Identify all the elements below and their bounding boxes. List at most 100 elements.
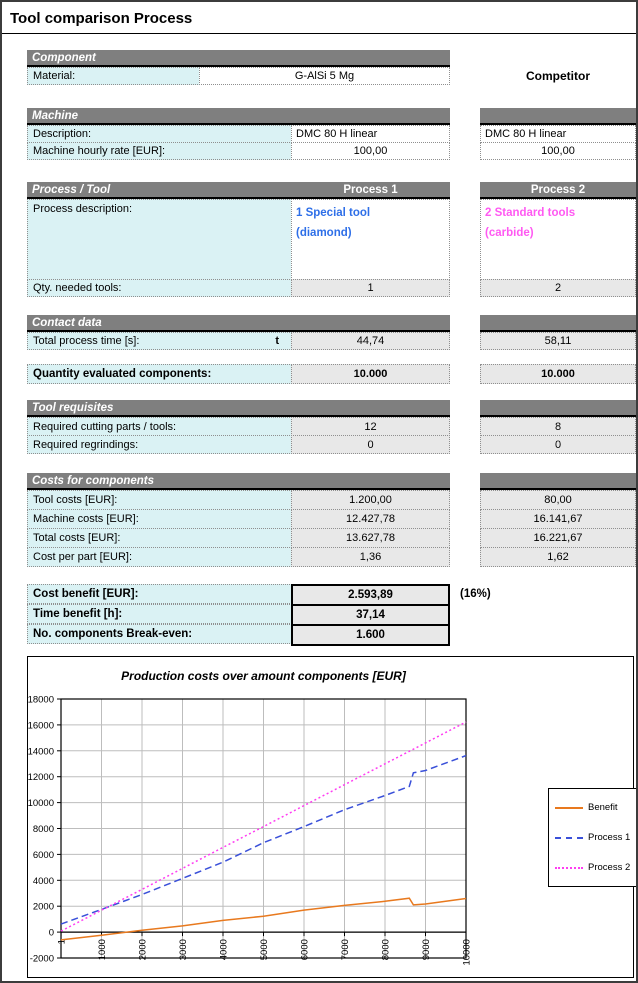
svg-text:4000: 4000 [33, 876, 54, 887]
machine-rate-label: Machine hourly rate [EUR]: [27, 142, 292, 160]
legend-item-process-1: Process 1 [555, 823, 636, 853]
svg-text:-2000: -2000 [30, 954, 54, 965]
section-header-contact-competitor [480, 315, 636, 332]
svg-text:6000: 6000 [300, 939, 311, 960]
cost-per-part-p2: 1,62 [480, 547, 636, 567]
svg-text:3000: 3000 [178, 939, 189, 960]
process2-description-line1: 2 Standard tools [485, 207, 576, 219]
required-regrindings-label: Required regrindings: [27, 435, 292, 454]
qty-needed-tools-label: Qty. needed tools: [27, 279, 292, 297]
cost-benefit-percentage: (16%) [460, 588, 491, 600]
chart-legend: Benefit Process 1 Process 2 [548, 788, 636, 887]
required-cutting-label: Required cutting parts / tools: [27, 417, 292, 436]
process2-header: Process 2 [480, 182, 636, 199]
svg-text:12000: 12000 [28, 772, 54, 783]
section-header-machine: Machine [27, 108, 450, 125]
total-process-time-p1: 44,74 [291, 332, 450, 350]
time-benefit-value: 37,14 [293, 604, 448, 624]
legend-label: Process 2 [588, 862, 631, 873]
svg-text:10000: 10000 [28, 798, 54, 809]
quantity-evaluated-p2: 10.000 [480, 364, 636, 384]
machine-description-p1-cell[interactable]: DMC 80 H linear [291, 125, 450, 143]
total-process-time-label: Total process time [s]: t [27, 332, 292, 350]
break-even-label: No. components Break-even: [27, 624, 292, 644]
svg-text:9000: 9000 [421, 939, 432, 960]
machine-rate-p2-cell[interactable]: 100,00 [480, 142, 636, 160]
process2-description-line2: (carbide) [485, 227, 534, 239]
chart-title: Production costs over amount components … [121, 669, 406, 683]
svg-text:16000: 16000 [28, 720, 54, 731]
total-costs-p1: 13.627,78 [291, 528, 450, 548]
svg-text:4000: 4000 [219, 939, 230, 960]
svg-text:2000: 2000 [33, 902, 54, 913]
production-costs-chart: -2000 0 2000 4000 6000 8000 10000 12000 14000 160… [27, 656, 636, 978]
svg-text:8000: 8000 [33, 824, 54, 835]
legend-item-process-2: Process 2 [555, 853, 636, 883]
total-costs-p2: 16.221,67 [480, 528, 636, 548]
machine-costs-label: Machine costs [EUR]: [27, 509, 292, 529]
chart-plot-area: -200002000400060008000100001200014000160… [28, 695, 473, 966]
svg-text:1000: 1000 [97, 939, 108, 960]
cost-per-part-label: Cost per part [EUR]: [27, 547, 292, 567]
process1-header: Process 1 [291, 182, 450, 199]
svg-text:5000: 5000 [259, 939, 270, 960]
qty-needed-tools-p2: 2 [480, 279, 636, 297]
svg-text:2000: 2000 [138, 939, 149, 960]
title-rule [2, 33, 636, 34]
total-process-time-text: Total process time [s]: [33, 335, 140, 347]
section-header-costs: Costs for components [27, 473, 450, 490]
quantity-evaluated-p1: 10.000 [291, 364, 450, 384]
cost-benefit-label: Cost benefit [EUR]: [27, 584, 292, 604]
legend-line-sample [555, 866, 583, 869]
machine-description-label: Description: [27, 125, 292, 143]
total-costs-label: Total costs [EUR]: [27, 528, 292, 548]
section-header-contact-data: Contact data [27, 315, 450, 332]
required-regrindings-p2: 0 [480, 435, 636, 454]
material-label: Material: [27, 67, 200, 85]
tool-costs-label: Tool costs [EUR]: [27, 490, 292, 510]
svg-text:0: 0 [49, 928, 54, 939]
section-header-costs-competitor [480, 473, 636, 490]
section-header-machine-competitor [480, 108, 636, 125]
machine-rate-p1-cell[interactable]: 100,00 [291, 142, 450, 160]
section-header-component: Component [27, 50, 450, 67]
process-description-label: Process description: [27, 199, 292, 280]
svg-text:18000: 18000 [28, 695, 54, 706]
section-header-tool-requisites: Tool requisites [27, 400, 450, 417]
cost-per-part-p1: 1,36 [291, 547, 450, 567]
process1-description-line2: (diamond) [296, 227, 352, 239]
time-benefit-label: Time benefit [h]: [27, 604, 292, 624]
machine-costs-p2: 16.141,67 [480, 509, 636, 529]
break-even-value: 1.600 [293, 624, 448, 644]
svg-text:1: 1 [57, 939, 68, 944]
required-cutting-p2: 8 [480, 417, 636, 436]
section-header-process-tool: Process / Tool [27, 182, 291, 199]
process1-description-line1: 1 Special tool [296, 207, 371, 219]
legend-label: Process 1 [588, 832, 631, 843]
qty-needed-tools-p1: 1 [291, 279, 450, 297]
legend-label: Benefit [588, 802, 618, 813]
competitor-heading: Competitor [526, 69, 590, 83]
svg-text:14000: 14000 [28, 746, 54, 757]
svg-text:10000: 10000 [462, 939, 473, 965]
legend-line-sample [555, 806, 583, 809]
quantity-evaluated-label: Quantity evaluated components: [27, 364, 292, 384]
legend-line-sample [555, 836, 583, 839]
tool-costs-p1: 1.200,00 [291, 490, 450, 510]
svg-text:8000: 8000 [381, 939, 392, 960]
machine-description-p2-cell[interactable]: DMC 80 H linear [480, 125, 636, 143]
legend-item-benefit: Benefit [555, 793, 636, 823]
total-process-time-p2: 58,11 [480, 332, 636, 350]
machine-costs-p1: 12.427,78 [291, 509, 450, 529]
section-header-requisites-competitor [480, 400, 636, 417]
process-description-p1-cell[interactable]: 1 Special tool (diamond) [291, 199, 450, 280]
cost-benefit-value: 2.593,89 [293, 586, 448, 604]
summary-value-box: 2.593,89 37,14 1.600 [291, 584, 450, 646]
svg-text:7000: 7000 [340, 939, 351, 960]
required-cutting-p1: 12 [291, 417, 450, 436]
process-description-p2-cell[interactable]: 2 Standard tools (carbide) [480, 199, 636, 280]
svg-text:6000: 6000 [33, 850, 54, 861]
time-symbol: t [275, 335, 279, 347]
material-value-cell[interactable]: G-AlSi 5 Mg [199, 67, 450, 85]
